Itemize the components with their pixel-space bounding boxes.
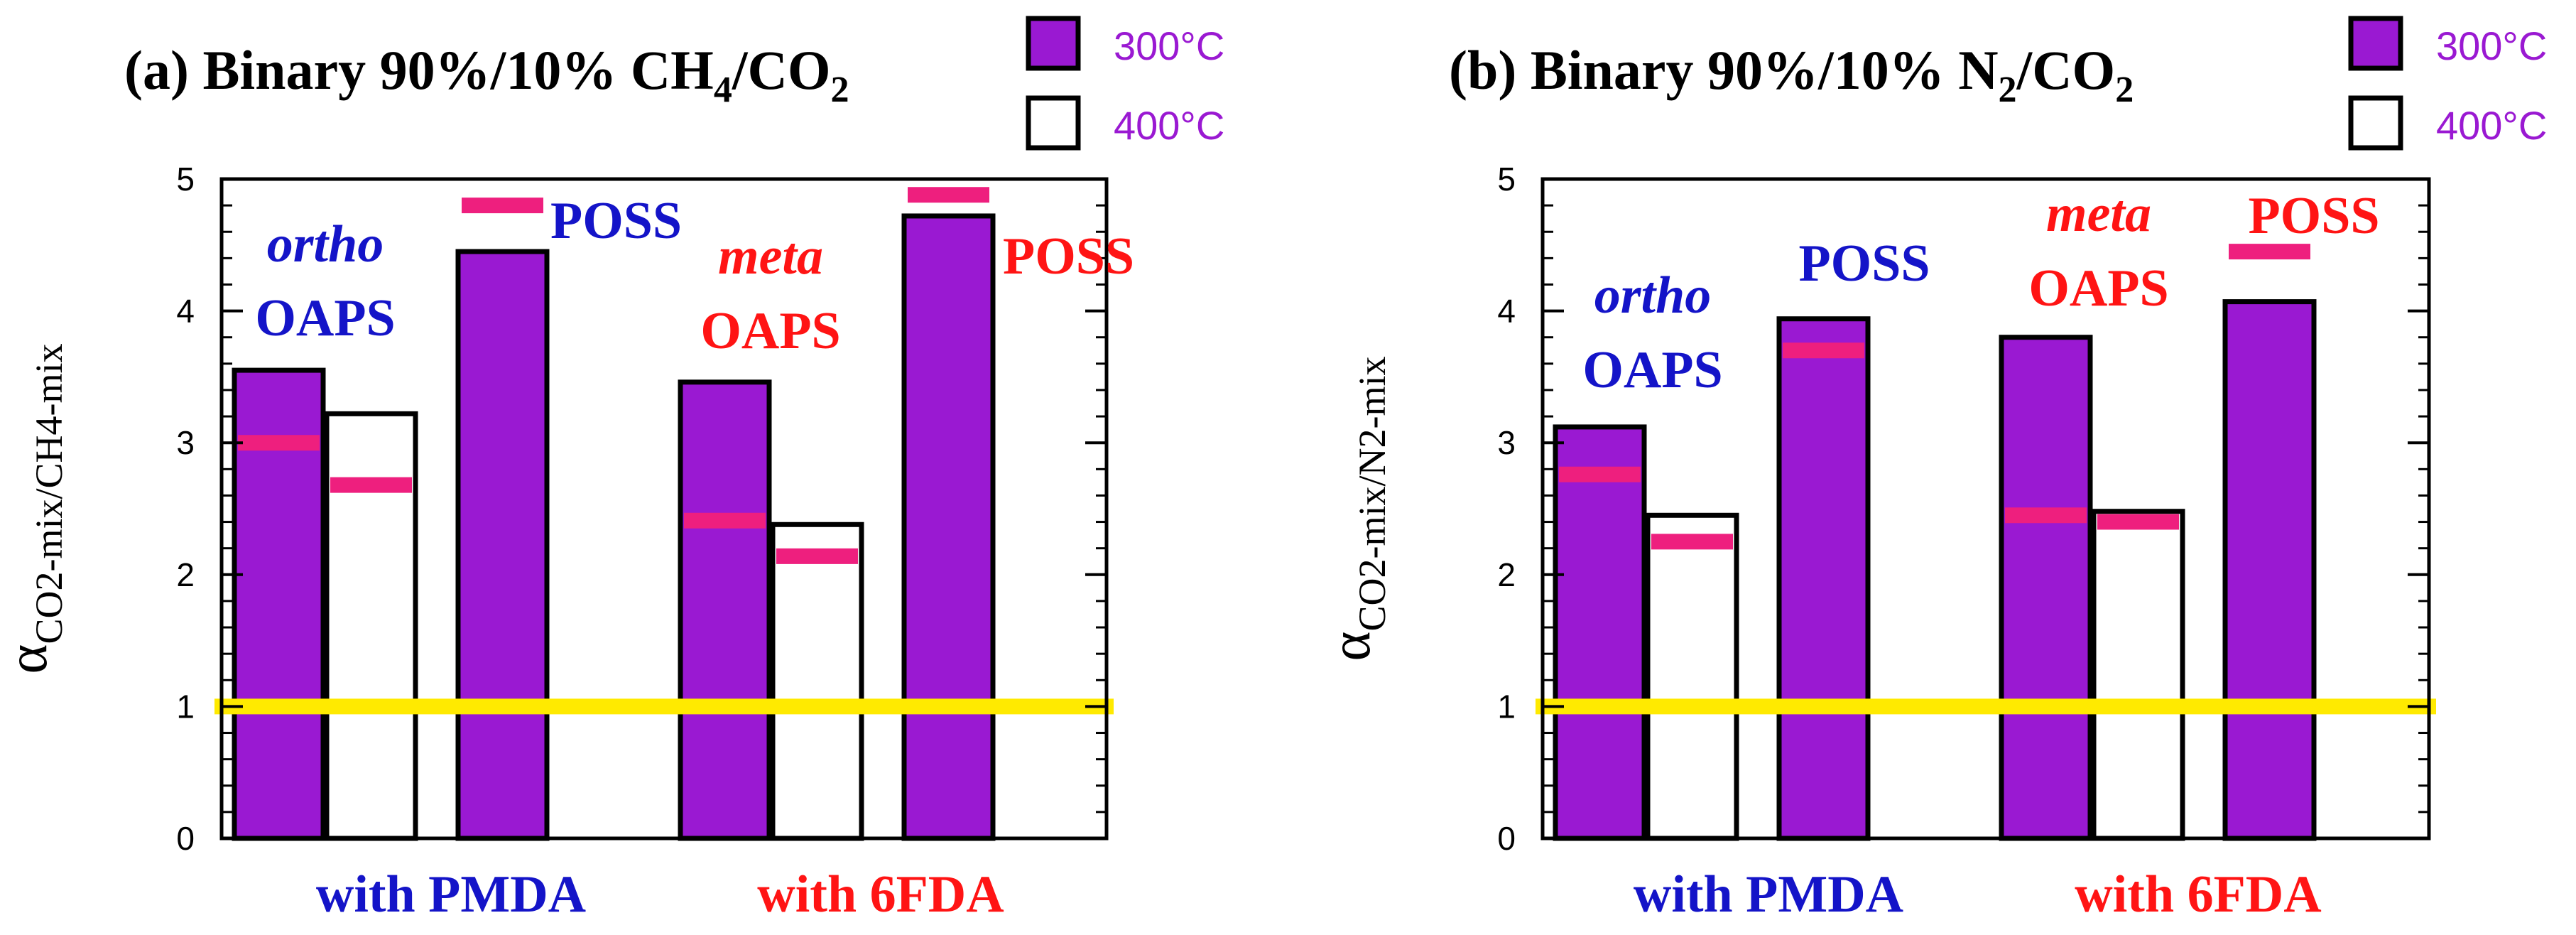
bar-5: [770, 521, 864, 841]
bar-1: [1553, 424, 1647, 841]
annotation-label: POSS: [2248, 187, 2379, 245]
x-group-label: with 6FDA: [757, 865, 1004, 924]
y-axis-label-symbol: α: [1320, 632, 1382, 661]
bar-6: [901, 213, 996, 841]
bar-4: [678, 379, 772, 841]
y-axis-label-subscript: CO2-mix/CH4-mix: [28, 344, 70, 644]
annotation-label: POSS: [550, 192, 682, 250]
legend-swatch-400c: [1026, 95, 1081, 151]
annotation-label: OAPS: [1582, 341, 1722, 399]
chart-title: (b) Binary 90%/10% N2/CO2: [1449, 39, 2134, 110]
y-tick-label: 3: [176, 424, 195, 461]
y-axis-label: αCO2-mix/N2-mix: [1320, 357, 1393, 661]
y-tick-label: 5: [176, 161, 195, 198]
annotation-label: OAPS: [255, 289, 395, 347]
annotation-italic: ortho: [267, 215, 384, 274]
chart-panel-b: (b) Binary 90%/10% N2/CO2300°C400°C01234…: [1320, 16, 2547, 924]
plot-frame: [1540, 177, 2431, 841]
y-tick-label: 0: [176, 820, 195, 857]
y-axis-label-subscript: CO2-mix/N2-mix: [1351, 357, 1393, 632]
annotation-label: POSS: [1798, 234, 1930, 293]
y-tick-label: 0: [1497, 820, 1516, 857]
legend-swatch-400c: [2348, 95, 2403, 151]
title-subscript: 2: [831, 70, 849, 110]
title-subscript: 2: [2115, 70, 2134, 110]
title-text-mid: /CO: [2016, 39, 2116, 101]
y-tick-label: 3: [1497, 424, 1516, 461]
x-group-label: with PMDA: [1634, 865, 1903, 924]
y-tick-label: 2: [176, 556, 195, 593]
annotation-italic: meta: [718, 227, 823, 286]
legend-label: 300°C: [1114, 23, 1224, 68]
annotation-label: OAPS: [2028, 259, 2168, 318]
y-tick-label: 5: [1497, 161, 1516, 198]
bar-3: [1776, 316, 1871, 841]
bar-6: [2222, 299, 2317, 841]
y-tick-label: 4: [1497, 293, 1516, 330]
title-text-mid: /CO: [732, 39, 831, 101]
annotation-label: OAPS: [700, 302, 840, 360]
chart-title: (a) Binary 90%/10% CH4/CO2: [124, 39, 849, 110]
y-tick-label: 4: [176, 293, 195, 330]
annotation-italic: meta: [2046, 185, 2151, 243]
chart-panel-a: (a) Binary 90%/10% CH4/CO2300°C400°C0123…: [0, 16, 1224, 924]
bar-5: [2091, 509, 2185, 841]
title-text: (b) Binary 90%/10% N: [1449, 39, 1999, 101]
legend-label: 400°C: [1114, 103, 1224, 148]
legend-swatch-300c: [1026, 16, 1081, 71]
legend-swatch-300c: [2348, 16, 2403, 71]
x-group-label: with 6FDA: [2075, 865, 2321, 924]
y-axis-label-symbol: α: [0, 644, 59, 674]
legend-label: 400°C: [2436, 103, 2547, 148]
title-subscript: 4: [714, 70, 732, 110]
x-group-label: with PMDA: [316, 865, 586, 924]
annotation-italic: ortho: [1594, 266, 1712, 325]
y-tick-label: 1: [176, 688, 195, 725]
annotation-label: POSS: [1003, 227, 1134, 286]
y-axis-label: αCO2-mix/CH4-mix: [0, 344, 70, 674]
bar-2: [1645, 512, 1739, 841]
title-text: (a) Binary 90%/10% CH: [124, 39, 714, 101]
legend-label: 300°C: [2436, 23, 2547, 68]
bar-3: [455, 249, 550, 841]
bar-4: [1999, 335, 2093, 841]
y-tick-label: 2: [1497, 556, 1516, 593]
title-subscript: 2: [1999, 70, 2017, 110]
plot-frame: [219, 177, 1109, 841]
y-tick-label: 1: [1497, 688, 1516, 725]
